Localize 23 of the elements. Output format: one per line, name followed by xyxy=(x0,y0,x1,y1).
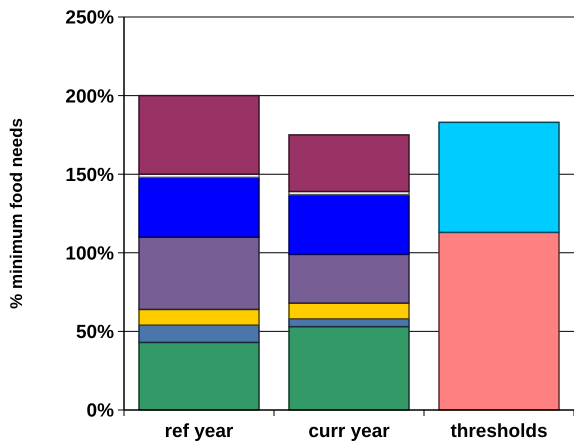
y-tick-label: 250% xyxy=(65,8,114,29)
y-tick-label: 150% xyxy=(65,164,114,186)
bar xyxy=(288,134,410,192)
bar xyxy=(138,308,260,326)
bar xyxy=(438,122,560,234)
bar xyxy=(138,236,260,310)
y-tick-label: 100% xyxy=(65,243,114,264)
y-axis-title: % minimum food needs xyxy=(7,118,26,309)
bar xyxy=(138,94,260,175)
x-tick-label: ref year xyxy=(164,421,234,442)
bar xyxy=(138,324,260,344)
bar xyxy=(288,302,410,320)
bar xyxy=(438,232,560,411)
x-tick-label: curr year xyxy=(308,421,390,442)
bar xyxy=(288,326,410,411)
y-tick-label: 200% xyxy=(65,86,114,108)
y-tick-label: 50% xyxy=(76,322,114,344)
x-tick-label: thresholds xyxy=(450,421,548,442)
bar xyxy=(138,176,260,238)
bar xyxy=(288,194,410,256)
bar xyxy=(288,254,410,304)
bar xyxy=(138,342,260,411)
y-tick-label: 0% xyxy=(86,400,114,422)
